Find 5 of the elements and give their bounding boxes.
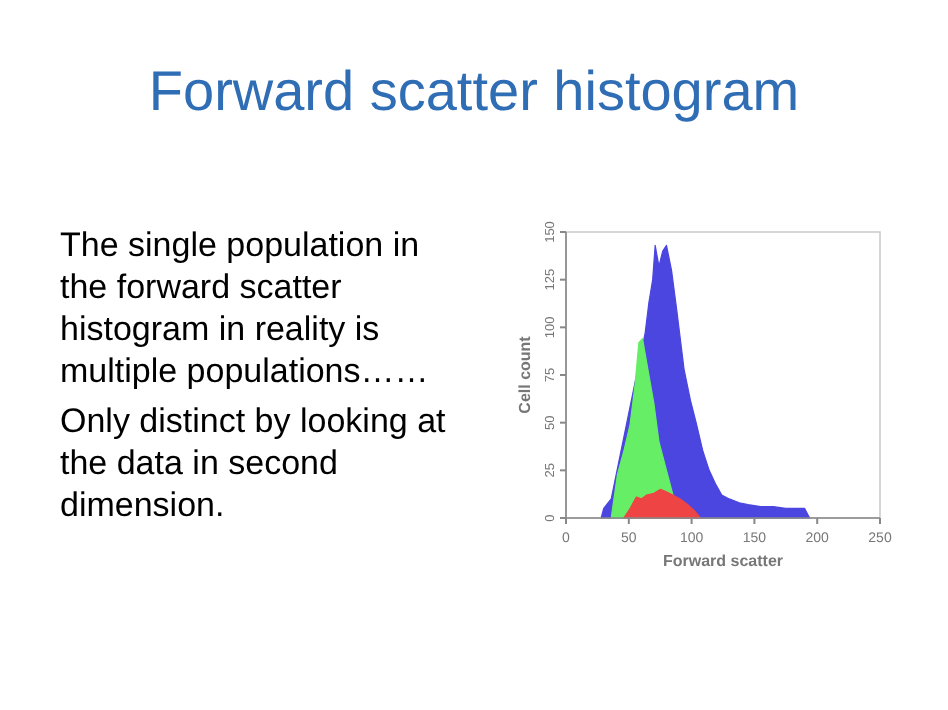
text: The single population in the forward scatter histogram in reality is multiple populations…… <box>60 226 429 390</box>
x-axis-title: Forward scatter <box>662 552 784 570</box>
y-axis-title: Cell count <box>516 335 534 414</box>
text: Only distinct by looking at the data in second dimension. <box>60 402 447 524</box>
chart-title: Forward scatter histogram <box>148 60 800 122</box>
